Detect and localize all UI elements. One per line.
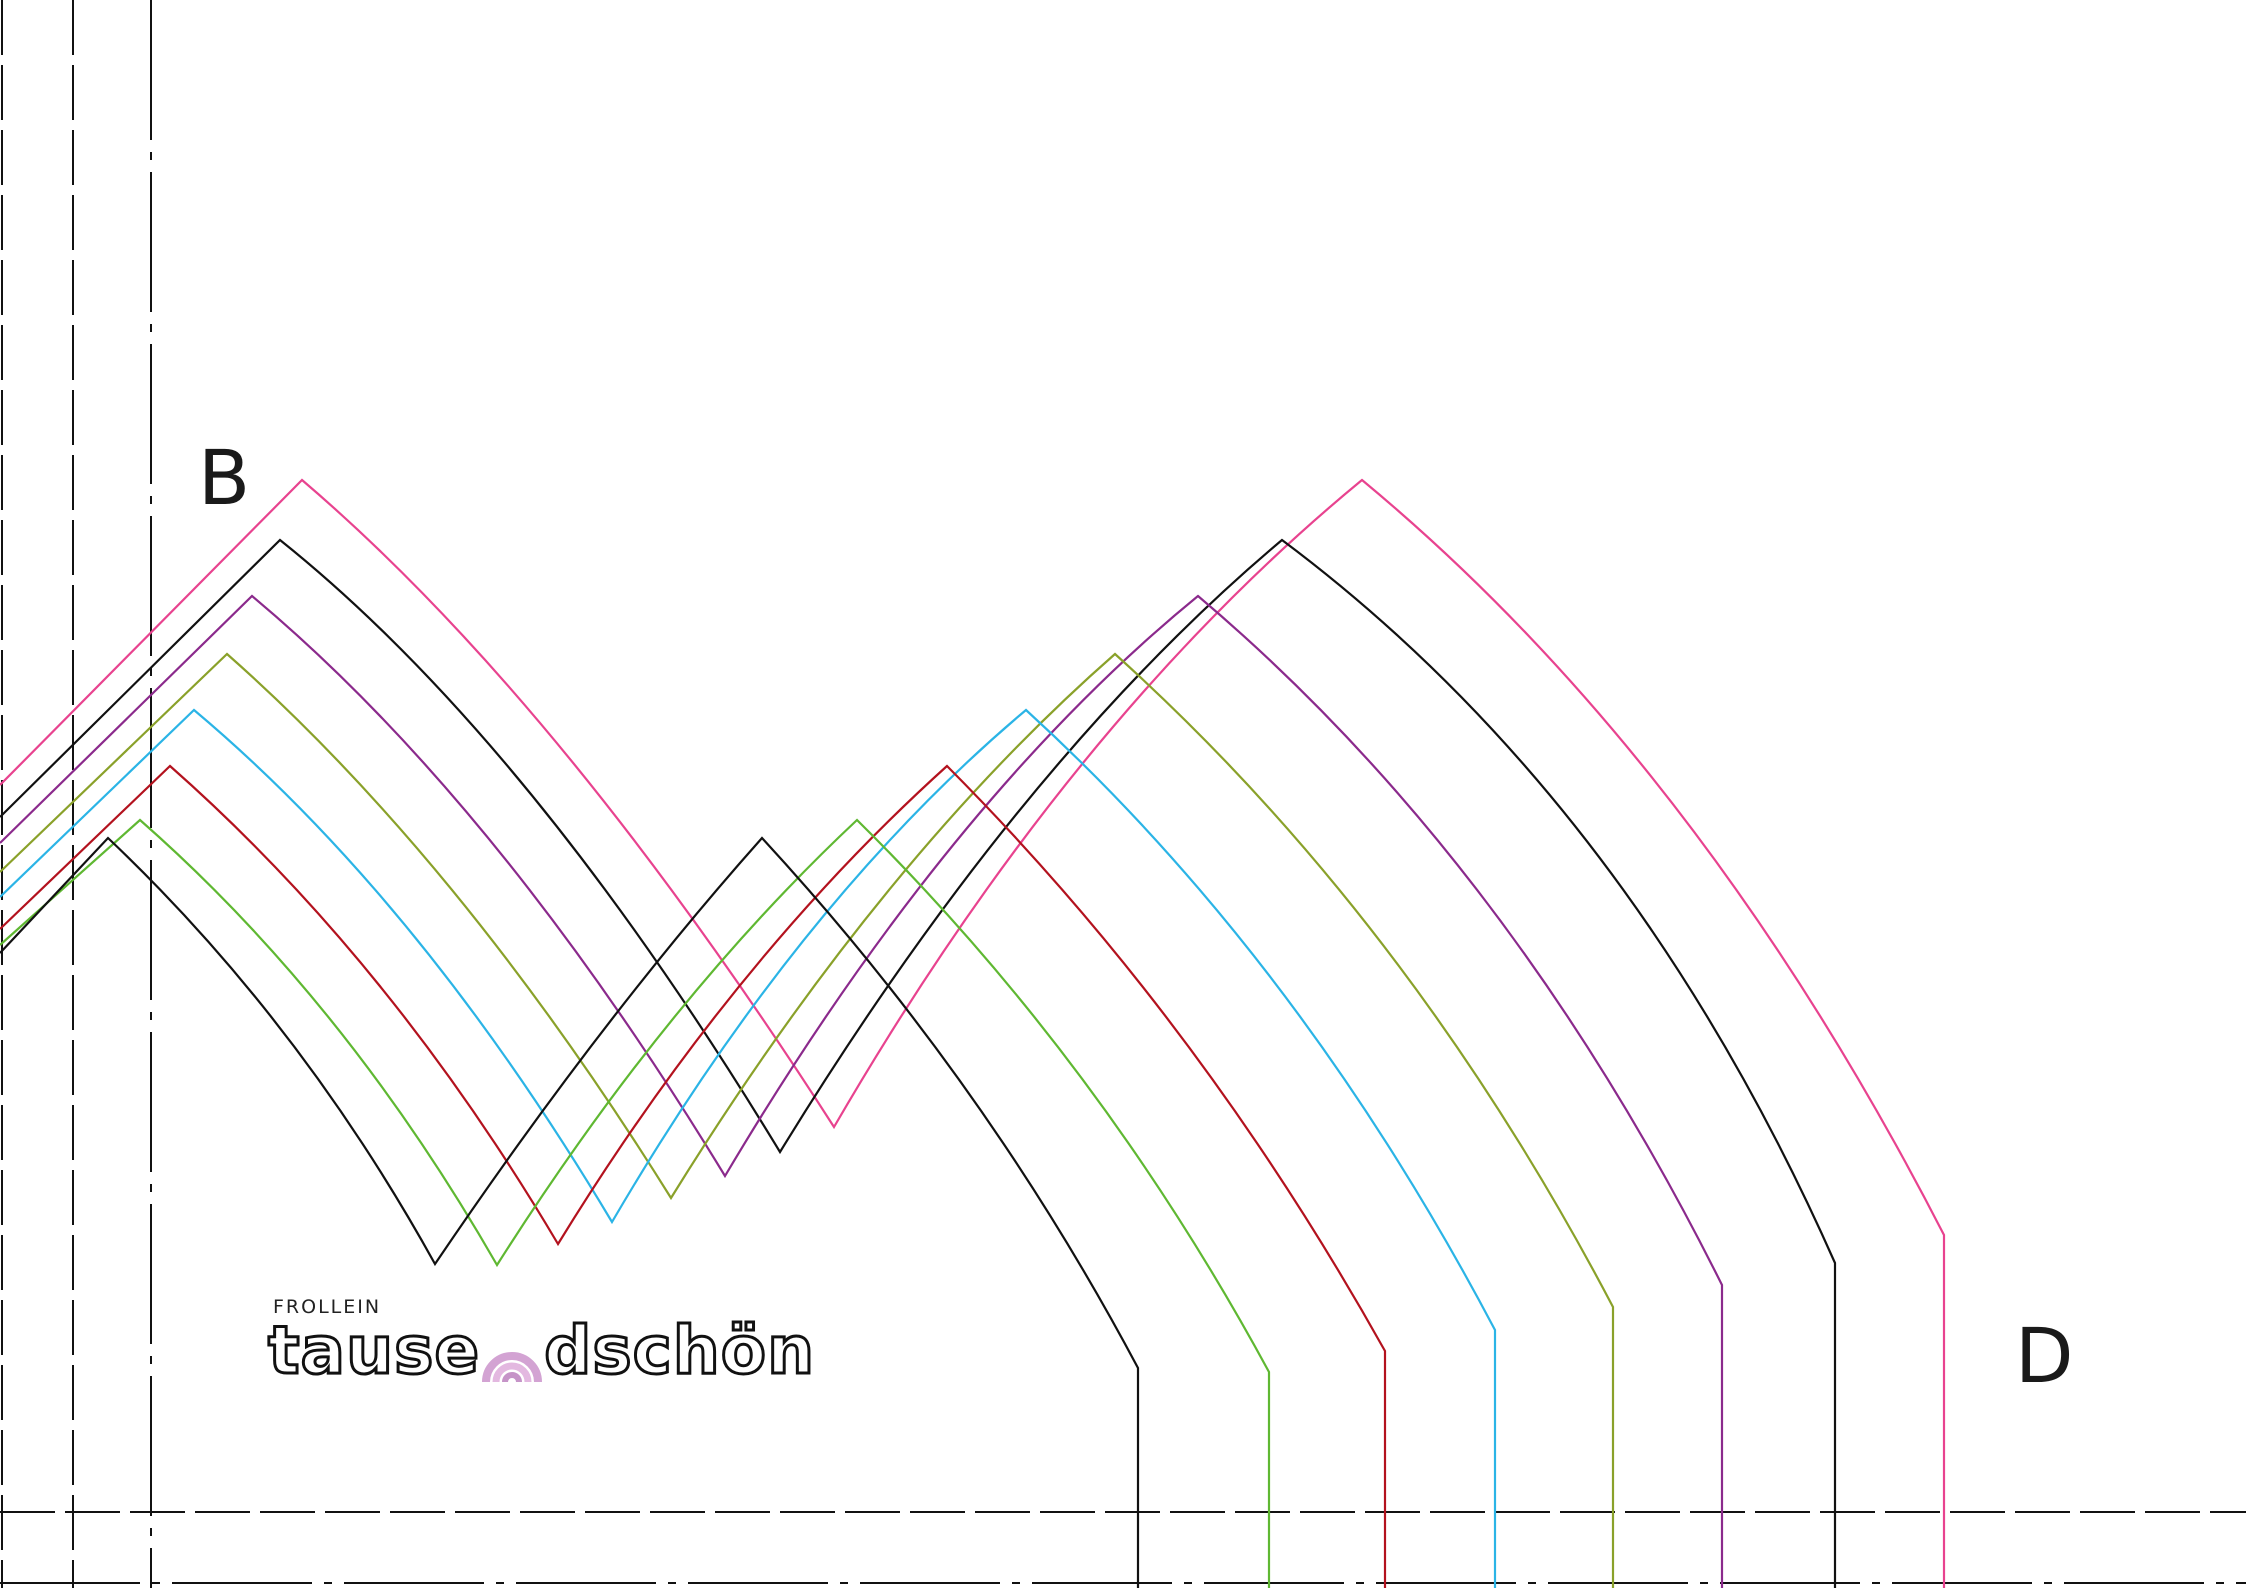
logo-word-right: dschön [543,1312,816,1389]
brand-logo: FROLLEIN tause dschön [266,1296,816,1389]
logo-wordmark: tause dschön [266,1312,816,1389]
size-outline-red-6 [0,764,1387,1588]
size-curves [0,478,1946,1588]
size-outline-pink-1 [0,478,1946,1588]
piece-label-b: B [198,433,251,522]
size-outline-purple-3 [0,594,1724,1588]
size-outline-olive-4 [0,652,1615,1588]
size-outline-cyan-5 [0,708,1497,1588]
size-outline-black-8 [0,836,1140,1588]
rainbow-icon [482,1352,543,1382]
piece-label-d: D [2015,1311,2074,1400]
logo-subtitle: FROLLEIN [273,1296,382,1318]
size-outline-black-2 [0,538,1837,1588]
logo-word-left: tause [266,1312,481,1389]
size-outline-green-7 [0,818,1271,1588]
